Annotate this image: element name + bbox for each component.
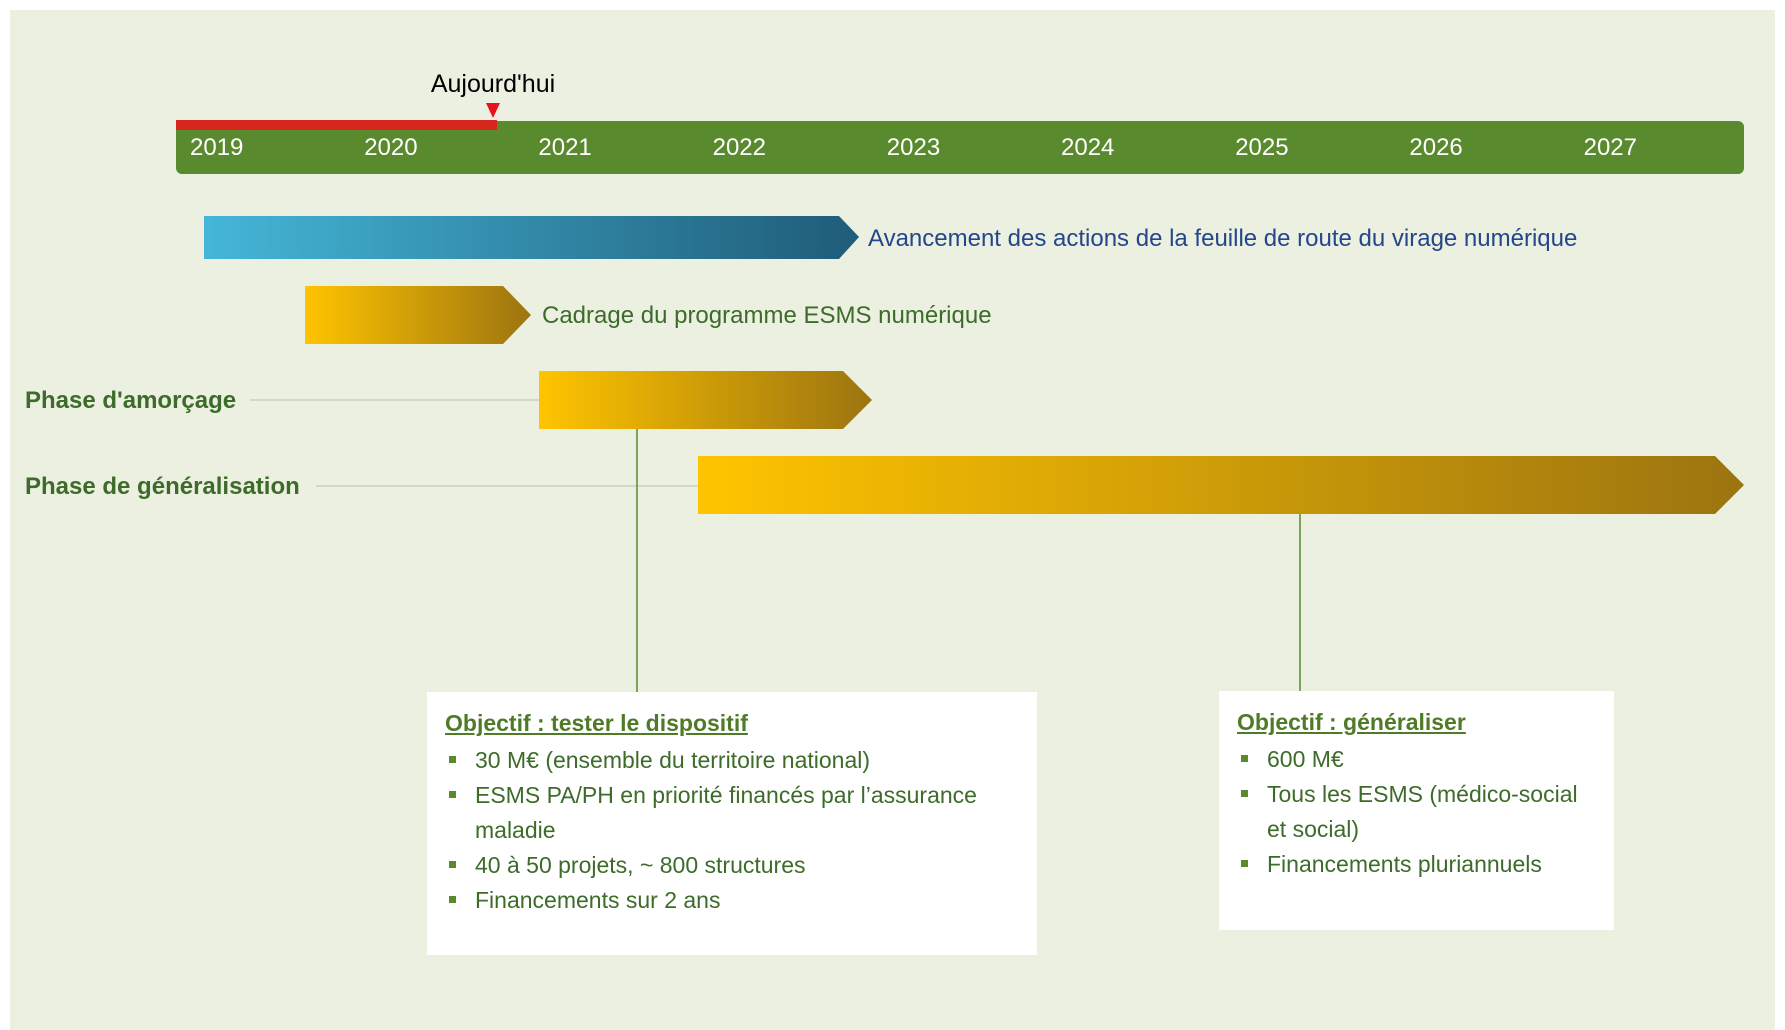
- phase-label: Phase d'amorçage: [25, 387, 237, 414]
- year-label: 2022: [712, 134, 766, 161]
- objective-item: Tous les ESMS (médico-social et social): [1237, 777, 1596, 847]
- year-label: 2025: [1235, 134, 1289, 161]
- objective-item: 600 M€: [1237, 742, 1596, 777]
- phase-label: Phase de généralisation: [25, 473, 300, 500]
- track-label: Avancement des actions de la feuille de …: [868, 225, 1578, 252]
- year-label: 2026: [1409, 134, 1463, 161]
- year-label: 2019: [190, 134, 244, 161]
- objective-box: Objectif : généraliser 600 M€ Tous les ES…: [1219, 691, 1614, 930]
- year-label: 2020: [364, 134, 418, 161]
- objective-title: Objectif : généraliser: [1237, 709, 1466, 735]
- track-arrow: [204, 216, 859, 259]
- today-marker: [486, 103, 500, 118]
- year-label: 2027: [1583, 134, 1637, 161]
- track-arrow: [305, 286, 531, 344]
- track-label: Cadrage du programme ESMS numérique: [542, 302, 992, 329]
- objective-title: Objectif : tester le dispositif: [445, 710, 748, 736]
- objective-item: 30 M€ (ensemble du territoire national): [445, 743, 1019, 778]
- year-label: 2023: [886, 134, 941, 161]
- year-label: 2021: [538, 134, 592, 161]
- year-bar: [176, 121, 1744, 174]
- phase-arrow: [539, 371, 872, 429]
- objective-item: Financements sur 2 ans: [445, 883, 1019, 918]
- today-label: Aujourd'hui: [430, 70, 556, 98]
- elapsed-bar: [176, 120, 497, 130]
- year-label: 2024: [1061, 134, 1115, 161]
- objective-item: Financements pluriannuels: [1237, 847, 1596, 882]
- objective-item: ESMS PA/PH en priorité financés par l’as…: [445, 778, 1019, 848]
- objective-box: Objectif : tester le dispositif 30 M€ (e…: [427, 692, 1037, 955]
- phase-arrow: [698, 456, 1744, 514]
- objective-item: 40 à 50 projets, ~ 800 structures: [445, 848, 1019, 883]
